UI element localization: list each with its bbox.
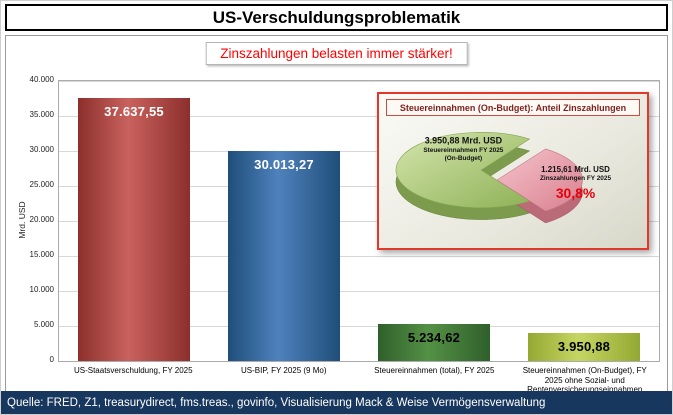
y-axis-tick-labels: 40.000 35.000 30.000 25.000 20.000 15.000 10.0…	[12, 75, 54, 364]
y-tick-label: 40.000	[29, 75, 54, 84]
x-axis-label-steuereinnahmen-total: Steuereinnahmen (total), FY 2025	[374, 366, 495, 375]
chart-panel: Zinszahlungen belasten immer stärker! Mr…	[5, 35, 668, 395]
bar-group-steuereinnahmen-onbudget: 3.950,88	[509, 81, 659, 361]
pie-inset: Steuereinnahmen (On-Budget): Anteil Zins…	[377, 92, 649, 250]
page-title-text: US-Verschuldungsproblematik	[212, 7, 461, 27]
pie-label-interest-pct: 30,8%	[556, 185, 595, 201]
bar-us-staatsverschuldung: 37.637,55	[78, 97, 190, 361]
x-axis-label-steuereinnahmen-onbudget: Steuereinnahmen (On-Budget), FY 2025 ohn…	[522, 366, 647, 394]
bar-group-staatsverschuldung: 37.637,55	[59, 81, 209, 361]
y-tick-label: 5.000	[33, 320, 54, 329]
y-tick-label: 35.000	[29, 110, 54, 119]
y-tick-label: 25.000	[29, 180, 54, 189]
x-axis-labels: US-Staatsverschuldung, FY 2025 US-BIP, F…	[58, 366, 660, 395]
bar-group-steuereinnahmen-total: 5.234,62	[359, 81, 509, 361]
pie-slice-interest	[496, 148, 583, 212]
x-axis-label-staatsverschuldung: US-Staatsverschuldung, FY 2025	[73, 366, 193, 375]
source-footer: Quelle: FRED, Z1, treasurydirect, fms.tr…	[1, 391, 672, 414]
bar-steuereinnahmen-total: 5.234,62	[378, 324, 490, 361]
bar-steuereinnahmen-onbudget: 3.950,88	[528, 333, 640, 361]
source-text: Quelle: FRED, Z1, treasurydirect, fms.tr…	[7, 396, 546, 409]
x-axis-label-bip: US-BIP, FY 2025 (9 Mo)	[240, 366, 327, 375]
bar-value-label: 30.013,27	[254, 156, 314, 172]
pie-chart: 3.950,88 Mrd. USD Steuereinnahmen FY 202…	[395, 132, 611, 224]
y-tick-label: 30.000	[29, 145, 54, 154]
bar-us-bip: 30.013,27	[228, 150, 340, 361]
y-tick-label: 10.000	[29, 285, 54, 294]
pie-label-interest-value: 1.215,61 Mrd. USD	[541, 165, 610, 174]
chart-subtitle: Zinszahlungen belasten immer stärker!	[205, 42, 468, 65]
y-tick-label: 0	[49, 355, 54, 364]
pie-label-revenue-desc2: (On-Budget)	[445, 155, 483, 162]
y-tick-label: 20.000	[29, 215, 54, 224]
pie-label-revenue-desc1: Steuereinnahmen FY 2025	[423, 147, 503, 154]
bar-value-label: 5.234,62	[407, 330, 461, 346]
pie-label-interest-desc: Zinszahlungen FY 2025	[540, 175, 611, 182]
pie-label-revenue-value: 3.950,88 Mrd. USD	[425, 135, 503, 145]
bar-value-label: 3.950,88	[557, 339, 611, 355]
bar-value-label: 37.637,55	[104, 103, 164, 119]
chart-subtitle-text: Zinszahlungen belasten immer stärker!	[220, 46, 453, 61]
page-title: US-Verschuldungsproblematik	[5, 4, 668, 31]
y-tick-label: 15.000	[29, 250, 54, 259]
bar-group-bip: 30.013,27	[209, 81, 359, 361]
pie-slice-revenue	[395, 132, 531, 209]
pie-title: Steuereinnahmen (On-Budget): Anteil Zins…	[386, 99, 640, 116]
